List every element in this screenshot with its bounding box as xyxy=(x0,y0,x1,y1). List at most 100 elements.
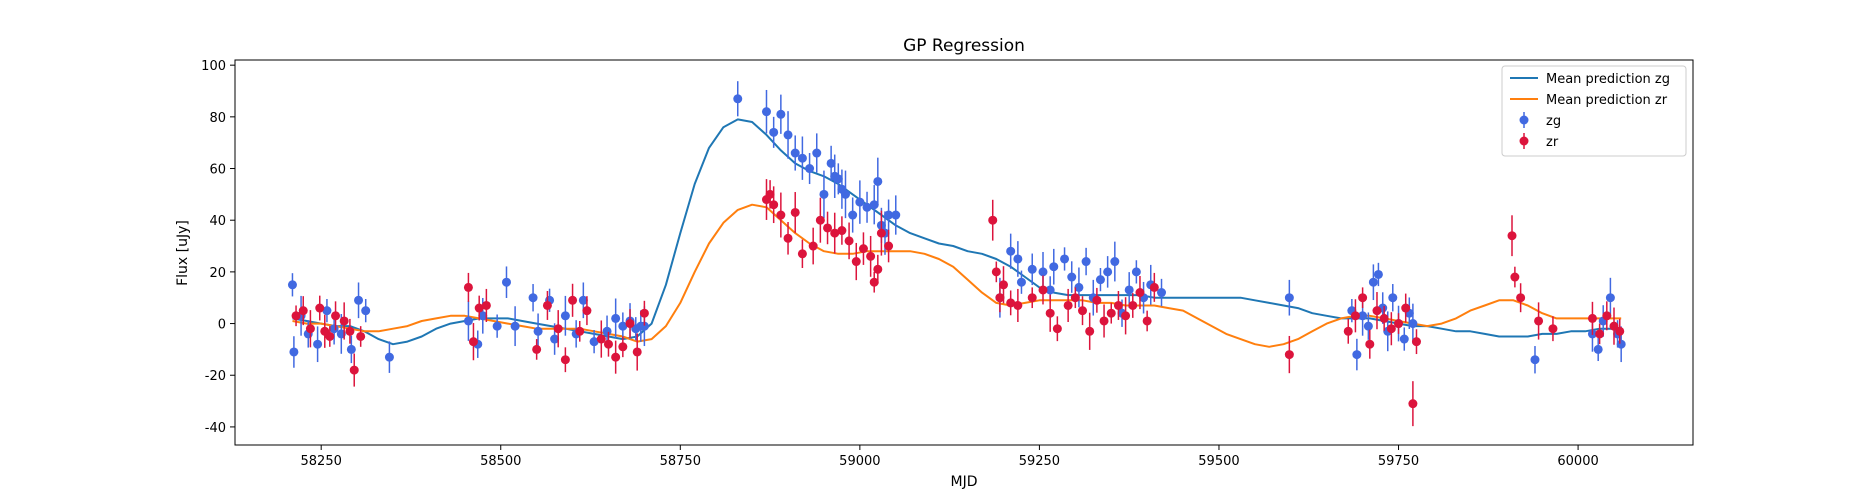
point-zr xyxy=(823,223,833,233)
point-zr xyxy=(815,215,825,225)
point-zr xyxy=(1365,339,1375,349)
point-zr xyxy=(1534,316,1544,326)
point-zg xyxy=(761,107,771,117)
point-zg xyxy=(384,352,394,362)
point-zr xyxy=(988,215,998,225)
point-zg xyxy=(354,295,364,305)
point-zr xyxy=(830,228,840,238)
point-zr xyxy=(632,347,642,357)
point-zg xyxy=(812,148,822,158)
point-zr xyxy=(869,277,879,287)
point-zg xyxy=(602,326,612,336)
point-zg xyxy=(1060,254,1070,264)
point-zg xyxy=(618,321,628,331)
point-zg xyxy=(510,321,520,331)
point-zr xyxy=(1548,324,1558,334)
point-zr xyxy=(481,300,491,310)
y-tick-label: -20 xyxy=(205,369,226,384)
point-zr xyxy=(995,293,1005,303)
point-zg xyxy=(819,189,829,199)
point-zg xyxy=(826,158,836,168)
point-zr xyxy=(797,249,807,259)
point-zg xyxy=(322,306,332,316)
point-zg xyxy=(790,148,800,158)
point-zg xyxy=(1124,285,1134,295)
point-zg xyxy=(346,344,356,354)
x-tick-label: 59750 xyxy=(1378,454,1419,469)
chart-title: GP Regression xyxy=(903,36,1025,56)
point-zg xyxy=(533,326,543,336)
point-zr xyxy=(349,365,359,375)
point-zr xyxy=(884,241,894,251)
point-zr xyxy=(542,300,552,310)
point-zg xyxy=(1358,311,1368,321)
point-zg xyxy=(492,321,502,331)
legend-label-mean-zr: Mean prediction zr xyxy=(1546,93,1668,108)
point-zg xyxy=(1399,334,1409,344)
point-zr xyxy=(1128,300,1138,310)
point-zr xyxy=(1078,306,1088,316)
point-zg xyxy=(1013,254,1023,264)
point-zg xyxy=(1616,339,1626,349)
point-zg xyxy=(1049,262,1059,272)
point-zr xyxy=(1121,311,1131,321)
point-zg xyxy=(1038,267,1048,277)
point-zg xyxy=(501,277,511,287)
point-zr xyxy=(765,189,775,199)
x-tick-label: 58250 xyxy=(301,454,342,469)
point-zg xyxy=(478,311,488,321)
point-zr xyxy=(1063,300,1073,310)
point-zg xyxy=(1081,257,1091,267)
legend-marker-zg xyxy=(1519,115,1529,125)
point-zg xyxy=(1605,293,1615,303)
point-zr xyxy=(991,267,1001,277)
point-zr xyxy=(769,200,779,210)
x-tick-label: 59250 xyxy=(1019,454,1060,469)
point-zg xyxy=(805,164,815,174)
point-zg xyxy=(833,174,843,184)
point-zr xyxy=(1386,324,1396,334)
point-zr xyxy=(876,228,886,238)
point-zg xyxy=(1388,293,1398,303)
point-zr xyxy=(866,251,876,261)
point-zr xyxy=(1615,326,1625,336)
plot-area-frame xyxy=(234,59,1694,446)
point-zr xyxy=(553,324,563,334)
point-zr xyxy=(1602,311,1612,321)
point-zg xyxy=(1368,277,1378,287)
point-zr xyxy=(808,241,818,251)
x-tick-label: 59000 xyxy=(839,454,880,469)
point-zr xyxy=(1609,321,1619,331)
point-zg xyxy=(1074,282,1084,292)
point-zg xyxy=(1095,275,1105,285)
x-axis-ticks: 58250 58500 58750 59000 59250 59500 59750 60000 xyxy=(301,445,1599,469)
point-zr xyxy=(783,233,793,243)
point-zg xyxy=(733,94,743,104)
point-zr xyxy=(1595,329,1605,339)
point-zg xyxy=(550,334,560,344)
point-zr xyxy=(568,295,578,305)
point-zg xyxy=(840,189,850,199)
point-zg xyxy=(1016,277,1026,287)
point-zr xyxy=(1099,316,1109,326)
y-axis-ticks: -40 -20 0 20 40 60 80 100 xyxy=(201,59,235,436)
y-tick-label: 100 xyxy=(201,59,226,74)
x-tick-label: 58750 xyxy=(660,454,701,469)
legend-box xyxy=(1501,65,1687,157)
point-zr xyxy=(776,210,786,220)
point-zr xyxy=(603,339,613,349)
point-zg xyxy=(1373,269,1383,279)
point-zr xyxy=(575,326,585,336)
point-zr xyxy=(1587,313,1597,323)
point-zr xyxy=(1013,300,1023,310)
observation-points xyxy=(287,81,1626,427)
point-zr xyxy=(325,331,335,341)
point-zg xyxy=(1593,344,1603,354)
point-zg xyxy=(1110,257,1120,267)
point-zr xyxy=(532,344,542,354)
point-zg xyxy=(1067,272,1077,282)
point-zr xyxy=(851,257,861,267)
point-zr xyxy=(596,334,606,344)
point-zr xyxy=(1038,285,1048,295)
